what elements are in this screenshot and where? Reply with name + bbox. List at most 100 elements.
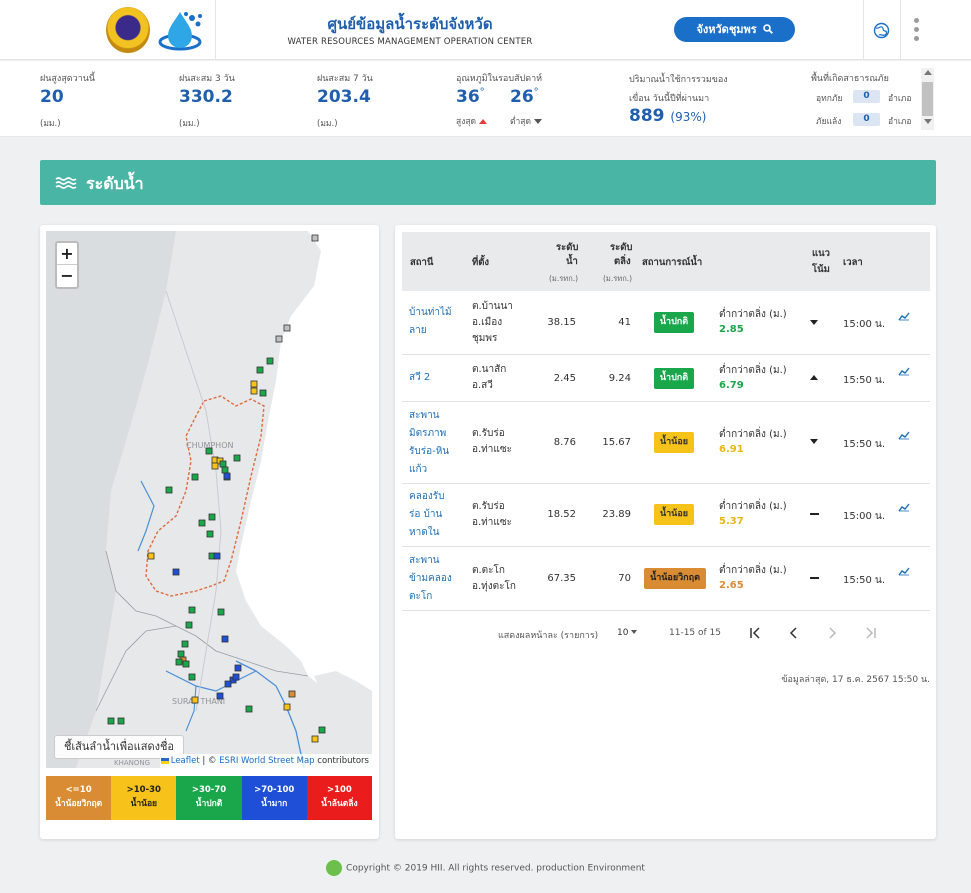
map-label-chumphon: CHUMPHON	[186, 441, 233, 450]
header-divider	[215, 0, 216, 60]
th-level-2[interactable]: น้ำ	[566, 256, 578, 267]
site-title: ศูนย์ข้อมูลน้ำระดับจังหวัด	[327, 15, 493, 33]
globe-icon[interactable]	[873, 22, 890, 39]
station-marker	[216, 692, 224, 700]
rain-3d-unit: (มม.)	[179, 119, 200, 129]
up-triangle-icon	[479, 119, 488, 124]
station-marker	[223, 472, 231, 480]
temp-min-value[interactable]: 26°	[510, 87, 539, 107]
more-dots-icon[interactable]	[914, 18, 920, 42]
attribution-tail: contributors	[314, 756, 369, 766]
section-banner	[40, 160, 936, 205]
header-divider	[900, 0, 901, 60]
map-label-khanong: KHANONG	[114, 759, 150, 767]
station-marker	[206, 530, 214, 538]
table-row-station[interactable]: สวี 2	[409, 372, 431, 383]
esri-link[interactable]: ESRI World Street Map	[219, 756, 315, 766]
rain-7d-value[interactable]: 203.4	[317, 87, 371, 107]
rain-today-value[interactable]: 20	[40, 87, 64, 107]
station-marker	[175, 658, 183, 666]
zoom-in-button[interactable]: +	[57, 243, 77, 265]
th-station[interactable]: สถานี	[410, 257, 434, 268]
row-divider	[402, 483, 930, 484]
bank-diff-value: 2.85	[719, 324, 744, 335]
table-row-station[interactable]: บ้านท่าไม้ ลาย	[409, 307, 452, 336]
stats-scroll-thumb[interactable]	[922, 82, 933, 116]
legend-overflow: >100 น้ำล้นตลิ่ง	[306, 776, 373, 820]
rain-3d-value[interactable]: 330.2	[179, 87, 233, 107]
water-drop-logo[interactable]	[156, 6, 212, 54]
status-badge: น้ำน้อยวิกฤต	[644, 568, 706, 589]
leaflet-link[interactable]: Leaflet	[170, 756, 200, 766]
province-seal-logo[interactable]	[106, 7, 150, 53]
th-bank-2[interactable]: ตลิ่ง	[614, 256, 631, 267]
station-marker	[250, 387, 258, 395]
line-chart-icon[interactable]	[898, 502, 910, 512]
table-row-station[interactable]: สะพาน มิตรภาพ รับร่อ-หิน แก้ว	[409, 410, 450, 475]
th-level-1[interactable]: ระดับ	[556, 242, 579, 253]
drought-count[interactable]: 0	[853, 113, 880, 126]
station-map[interactable]: CHUMPHON SURAT THANI KHANONG	[46, 231, 372, 768]
line-chart-icon[interactable]	[898, 311, 910, 321]
rain-today-unit: (มม.)	[40, 119, 61, 129]
temp-max-value[interactable]: 36°	[456, 87, 485, 107]
table-row-bank: 9.24	[608, 373, 631, 384]
line-chart-icon[interactable]	[898, 566, 910, 576]
station-marker	[233, 454, 241, 462]
row-divider	[402, 610, 930, 611]
search-icon	[762, 24, 773, 34]
th-bank-1[interactable]: ระดับ	[610, 242, 633, 253]
scroll-up-icon[interactable]	[924, 70, 932, 75]
th-trend-2[interactable]: โน้ม	[812, 264, 830, 275]
map-label-surat-thani: SURAT THANI	[172, 697, 225, 706]
next-page-icon[interactable]	[825, 626, 839, 640]
flood-label: อุทกภัย	[816, 94, 843, 104]
rows-per-page-select[interactable]: 10	[617, 628, 638, 638]
th-status[interactable]: สถานการณ์น้ำ	[642, 257, 703, 268]
rain-today-label: ฝนสูงสุดวานนี้	[40, 74, 96, 84]
table-row-station[interactable]: คลองรับ ร่อ บ้าน หาดใน	[409, 491, 445, 538]
province-search-button[interactable]: จังหวัดชุมพร	[674, 17, 795, 42]
prev-page-icon[interactable]	[787, 626, 801, 640]
legend-normal: >30-70 น้ำปกติ	[176, 776, 242, 820]
table-row-level: 67.35	[547, 573, 576, 584]
dam-label-line2: เขื่อน วันนี้ปีที่ผ่านมา	[629, 94, 710, 104]
zoom-out-button[interactable]: −	[60, 266, 74, 285]
province-button-label: จังหวัดชุมพร	[696, 23, 757, 36]
station-marker	[256, 366, 264, 374]
line-chart-icon[interactable]	[898, 430, 910, 440]
station-marker	[318, 726, 326, 734]
table-row-location: ต.รับร่อ อ.ท่าแซะ	[472, 428, 512, 455]
station-marker	[213, 552, 221, 560]
status-badge: น้ำน้อย	[654, 432, 694, 453]
hii-logo-icon	[326, 860, 343, 876]
dam-value[interactable]: 889 (93%)	[629, 106, 707, 126]
map-canvas[interactable]: CHUMPHON SURAT THANI KHANONG	[46, 231, 372, 768]
last-page-icon[interactable]	[863, 626, 877, 640]
scroll-down-icon[interactable]	[924, 119, 932, 124]
th-location[interactable]: ที่ตั้ง	[472, 257, 490, 268]
drought-label: ภัยแล้ง	[816, 117, 842, 127]
th-trend-1[interactable]: แนว	[812, 248, 830, 259]
flood-count[interactable]: 0	[853, 90, 880, 103]
rain-7d-unit: (มม.)	[317, 119, 338, 129]
th-bank-unit: (ม.รทก.)	[603, 274, 633, 283]
first-page-icon[interactable]	[749, 626, 763, 640]
bank-diff-value: 5.37	[719, 516, 744, 527]
station-marker	[172, 568, 180, 576]
station-marker	[283, 324, 291, 332]
station-marker	[188, 673, 196, 681]
station-marker	[221, 466, 229, 474]
trend-down-icon	[810, 320, 818, 325]
table-row-station[interactable]: สะพาน ข้ามคลอง ตะโก	[409, 555, 452, 602]
rain-7d-label: ฝนสะสม 7 วัน	[317, 74, 373, 84]
station-marker	[311, 735, 319, 743]
th-time[interactable]: เวลา	[843, 257, 863, 268]
th-level-unit: (ม.รทก.)	[549, 274, 579, 283]
table-row-bank: 41	[618, 317, 631, 328]
table-row-time: 15:50 น.	[843, 575, 886, 586]
station-marker	[217, 608, 225, 616]
line-chart-icon[interactable]	[898, 366, 910, 376]
station-marker	[165, 486, 173, 494]
station-marker	[188, 606, 196, 614]
